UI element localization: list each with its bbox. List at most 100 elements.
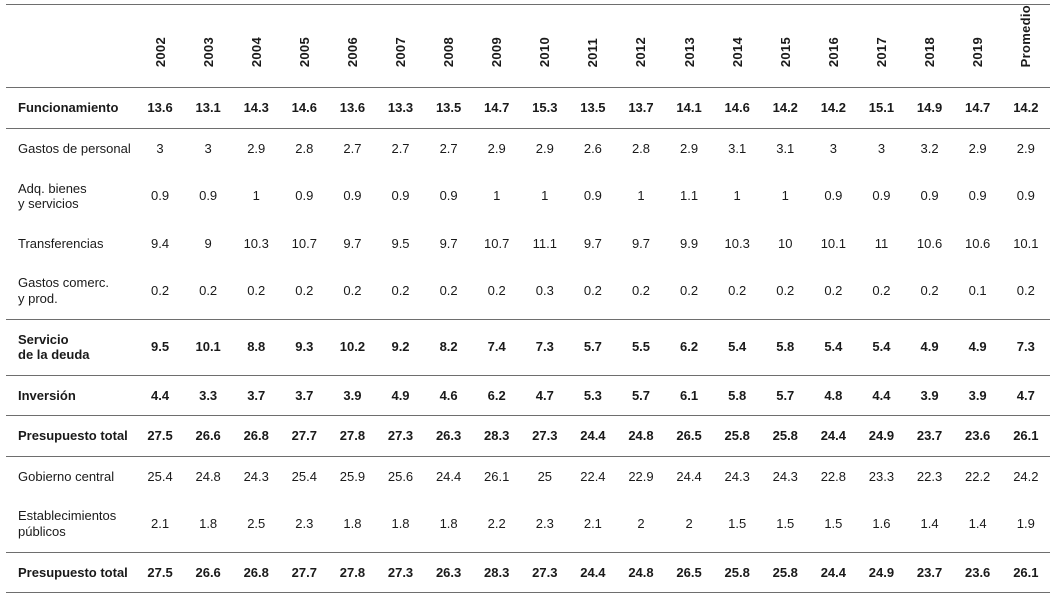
- value-cell: 0.2: [631, 283, 651, 299]
- value-cell: 10.6: [964, 235, 991, 251]
- value-cell: 5.3: [568, 374, 617, 416]
- year-header-label: 2019: [970, 37, 986, 68]
- table-row: Transferencias 9.4 9 10.3 10.7 9.7 9.5 9.7 10.7 1…: [6, 224, 1050, 264]
- value-cell: 5.8: [761, 318, 810, 376]
- year-header: 2005: [280, 5, 328, 88]
- promedio-cell: 7.3: [1001, 318, 1050, 376]
- year-header-label: 2018: [922, 37, 938, 68]
- promedio-cell: 26.1: [1001, 415, 1050, 457]
- value-cell: 24.3: [232, 455, 281, 497]
- value-cell: 26.6: [184, 551, 233, 593]
- value-cell: 3: [184, 127, 233, 169]
- value-cell: 14.2: [809, 87, 858, 129]
- value-cell: 22.4: [568, 455, 617, 497]
- value-cell: 1: [541, 188, 549, 204]
- year-header-label: 2002: [152, 37, 168, 68]
- value-cell: 25.4: [280, 455, 329, 497]
- year-header: 2014: [713, 5, 761, 88]
- value-cell: 3: [136, 127, 185, 169]
- year-header: 2009: [473, 5, 521, 88]
- value-cell: 0.2: [487, 283, 506, 299]
- value-cell: 6.2: [665, 318, 714, 376]
- value-cell: 3.9: [905, 374, 954, 416]
- value-cell: 24.4: [809, 551, 858, 593]
- year-header-label: 2012: [633, 37, 649, 68]
- value-cell: 14.9: [905, 87, 954, 129]
- value-cell: 11: [874, 235, 889, 251]
- value-cell: 6.2: [472, 374, 521, 416]
- value-cell: 22.3: [905, 455, 954, 497]
- row-label: Transferencias: [18, 235, 104, 251]
- empty-header-cell: [6, 5, 136, 88]
- value-cell: 9.4: [151, 235, 170, 251]
- value-cell: 27.7: [280, 415, 329, 457]
- value-cell: 1: [252, 188, 260, 204]
- value-cell: 5.5: [616, 318, 666, 376]
- value-cell: 14.7: [472, 87, 521, 129]
- value-cell: 10.7: [291, 235, 317, 251]
- value-cell: 1.4: [920, 516, 939, 532]
- promedio-cell: 4.7: [1001, 374, 1050, 416]
- value-cell: 2.9: [520, 127, 569, 169]
- value-cell: 9.7: [631, 235, 651, 251]
- value-cell: 9.7: [583, 235, 602, 251]
- value-cell: 0.2: [295, 283, 314, 299]
- value-cell: 23.6: [953, 551, 1002, 593]
- value-cell: 1.6: [872, 516, 891, 532]
- value-cell: 5.4: [857, 318, 906, 376]
- value-cell: 24.9: [857, 551, 906, 593]
- value-cell: 13.7: [616, 87, 666, 129]
- year-header: 2012: [617, 5, 665, 88]
- value-cell: 27.5: [136, 551, 185, 593]
- value-cell: 1.8: [391, 516, 410, 532]
- value-cell: 4.9: [376, 374, 425, 416]
- year-header: 2010: [521, 5, 569, 88]
- promedio-cell: 24.2: [1001, 455, 1050, 497]
- promedio-cell: 10.1: [1013, 235, 1039, 251]
- value-cell: 3.7: [232, 374, 281, 416]
- value-cell: 2.8: [280, 127, 329, 169]
- year-header: 2003: [184, 5, 232, 88]
- row-label: Funcionamiento: [6, 87, 136, 129]
- promedio-header-label: Promedio: [1018, 5, 1034, 68]
- value-cell: 26.5: [665, 415, 714, 457]
- value-cell: 10.6: [916, 235, 943, 251]
- value-cell: 27.3: [376, 551, 425, 593]
- promedio-cell: 14.2: [1001, 87, 1050, 129]
- year-header: 2016: [809, 5, 857, 88]
- value-cell: 14.3: [232, 87, 281, 129]
- value-cell: 26.5: [665, 551, 714, 593]
- value-cell: 8.2: [424, 318, 473, 376]
- header-row: 2002 2003 2004 2005 2006 2007 2008 2009 2010 2011…: [6, 5, 1050, 88]
- value-cell: 4.4: [136, 374, 185, 416]
- value-cell: 3.1: [713, 127, 762, 169]
- value-cell: 14.6: [280, 87, 329, 129]
- value-cell: 1.8: [343, 516, 362, 532]
- value-cell: 13.1: [184, 87, 233, 129]
- year-header-label: 2006: [344, 37, 360, 68]
- year-header-label: 2016: [825, 37, 841, 68]
- value-cell: 0.2: [728, 283, 747, 299]
- year-header-label: 2004: [248, 37, 264, 68]
- value-cell: 23.3: [857, 455, 906, 497]
- value-cell: 14.1: [665, 87, 714, 129]
- value-cell: 24.4: [665, 455, 714, 497]
- value-cell: 2.7: [424, 127, 473, 169]
- value-cell: 0.2: [343, 283, 362, 299]
- value-cell: 10.3: [724, 235, 750, 251]
- value-cell: 4.7: [520, 374, 569, 416]
- row-label: Gobierno central: [6, 455, 136, 497]
- value-cell: 25.6: [376, 455, 425, 497]
- value-cell: 24.3: [761, 455, 810, 497]
- year-header: 2013: [665, 5, 713, 88]
- value-cell: 2.7: [376, 127, 425, 169]
- table-row: Gastos comerc. y prod. 0.2 0.2 0.2 0.2 0.2 0.2…: [6, 263, 1050, 319]
- value-cell: 24.8: [616, 415, 666, 457]
- year-header: 2006: [328, 5, 376, 88]
- value-cell: 2.3: [295, 516, 314, 532]
- value-cell: 2.2: [487, 516, 506, 532]
- value-cell: 13.6: [136, 87, 185, 129]
- value-cell: 24.8: [184, 455, 233, 497]
- value-cell: 9.3: [280, 318, 329, 376]
